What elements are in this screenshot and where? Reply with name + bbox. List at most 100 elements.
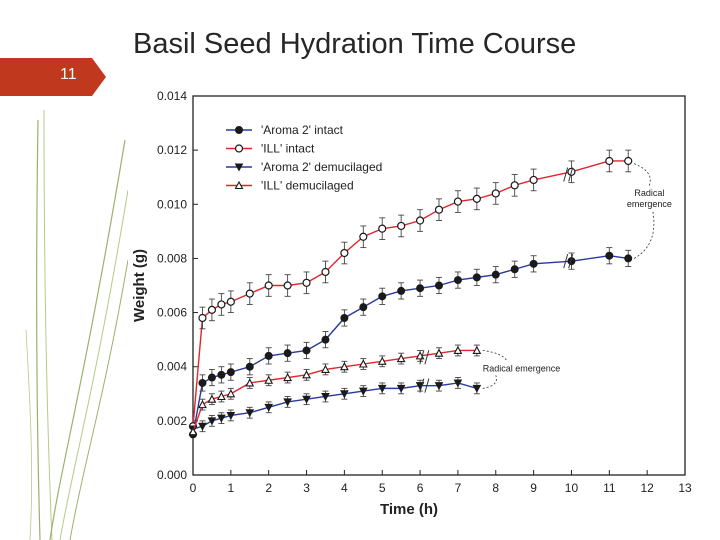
legend-marker	[235, 126, 243, 134]
legend-label: 'ILL' intact	[261, 142, 315, 156]
data-point	[397, 286, 406, 295]
legend-marker	[234, 163, 244, 172]
annotation-emergence: emergence	[627, 199, 672, 209]
data-point	[397, 221, 406, 231]
data-point	[378, 292, 387, 301]
data-point	[198, 399, 207, 409]
plot-frame	[192, 95, 686, 476]
slide-number: 11	[60, 66, 77, 83]
legend-label: 'ILL' demucilaged	[261, 179, 354, 193]
data-point	[207, 305, 217, 314]
y-tick-label: 0.010	[157, 197, 187, 211]
data-point	[302, 346, 311, 355]
legend-label: 'Aroma 2' demucilaged	[261, 160, 382, 174]
chart-container: 0 1 2 3 4 5 6 7 8 9 10 11 12 13 0.000 0.002 0.004 0.006 0.…	[128, 82, 703, 529]
annotation-arrow	[482, 375, 497, 389]
data-point	[435, 281, 443, 290]
data-point	[434, 205, 444, 214]
data-point	[217, 300, 226, 309]
data-point	[245, 362, 254, 371]
data-point	[453, 345, 463, 355]
data-point	[188, 427, 198, 436]
data-point	[245, 289, 254, 298]
data-point	[264, 403, 274, 412]
data-point	[396, 384, 406, 393]
data-point	[472, 194, 481, 203]
data-point	[264, 351, 273, 360]
break-mark	[419, 378, 425, 393]
x-tick-label: 11	[603, 481, 616, 495]
data-point	[415, 216, 425, 225]
break-mark	[568, 253, 574, 269]
x-tick-label: 12	[640, 481, 654, 495]
data-point	[321, 267, 330, 277]
data-point	[340, 248, 349, 258]
data-point	[216, 391, 226, 401]
data-point	[207, 394, 217, 403]
data-point	[396, 353, 406, 363]
break-mark	[419, 350, 425, 365]
data-point	[283, 349, 292, 358]
x-tick-label: 4	[341, 481, 348, 495]
x-tick-label: 3	[303, 481, 310, 495]
x-tick-label: 1	[228, 481, 235, 495]
data-point	[605, 156, 614, 166]
x-tick-label: 5	[379, 481, 386, 495]
data-point	[529, 175, 538, 185]
x-tick-label: 0	[190, 481, 197, 495]
data-point	[283, 372, 293, 382]
data-point	[605, 251, 614, 260]
data-point	[434, 382, 444, 391]
x-tick-label: 13	[678, 481, 692, 495]
y-tick-label: 0.012	[157, 143, 187, 157]
data-point	[283, 398, 292, 407]
data-point	[302, 278, 311, 287]
series-line	[192, 255, 629, 435]
x-tick-label: 2	[265, 481, 272, 495]
data-point	[472, 273, 481, 282]
data-point	[321, 335, 330, 344]
series-3	[188, 344, 482, 436]
x-tick-label: 7	[455, 481, 462, 495]
data-point	[434, 348, 444, 357]
series-line	[192, 382, 478, 430]
data-point	[340, 313, 349, 322]
data-point	[217, 414, 226, 423]
data-point	[453, 276, 462, 285]
data-point	[321, 364, 330, 373]
slide-number-tab	[0, 58, 106, 96]
data-point	[207, 417, 217, 426]
break-mark	[424, 378, 430, 393]
data-point	[624, 254, 633, 263]
annotation-arrow	[482, 350, 508, 362]
data-point	[472, 384, 482, 393]
series-2	[188, 377, 482, 434]
annotation-arrow	[633, 211, 655, 259]
break-mark	[424, 350, 430, 365]
break-mark	[563, 167, 569, 182]
data-point	[302, 395, 311, 404]
annotation-radical: Radical	[634, 188, 664, 198]
break-mark	[563, 253, 569, 269]
data-point	[358, 359, 368, 368]
legend-marker	[234, 180, 244, 190]
data-point	[340, 390, 349, 399]
data-point	[321, 392, 330, 402]
data-point	[377, 356, 387, 365]
data-point	[339, 362, 349, 371]
x-tick-label: 10	[565, 481, 579, 495]
data-point	[198, 313, 207, 323]
data-point	[378, 224, 387, 233]
series-line	[192, 349, 477, 432]
data-point	[359, 232, 368, 241]
data-point	[453, 379, 463, 388]
data-point	[510, 181, 519, 190]
data-point	[226, 389, 236, 398]
data-point	[491, 270, 500, 279]
data-point	[416, 284, 425, 293]
weight-time-chart: 0 1 2 3 4 5 6 7 8 9 10 11 12 130.0000.0020.0040.0060.…	[131, 89, 692, 518]
data-point	[302, 370, 311, 379]
y-tick-label: 0.000	[157, 468, 187, 482]
y-tick-label: 0.014	[157, 89, 187, 103]
y-tick-label: 0.002	[157, 414, 187, 428]
